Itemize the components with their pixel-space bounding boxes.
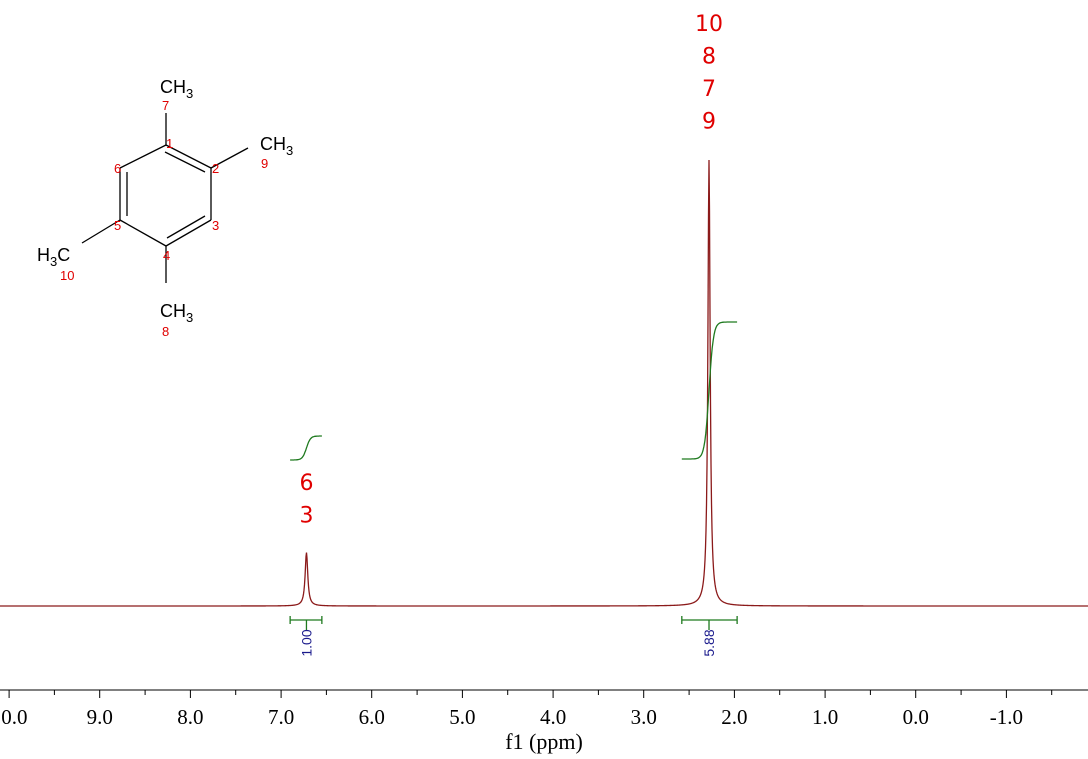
integral-curve [681, 321, 738, 460]
peak-assignment-label: 6 [300, 471, 314, 496]
bond-c2-c9 [210, 147, 249, 169]
peak-assignment-layer: 6 3 10 8 7 9 [300, 12, 724, 529]
x-axis-tick-label: 6.0 [359, 705, 385, 729]
bond-c4-c5 [119, 219, 167, 247]
h3c-left-label: H3C [37, 245, 70, 269]
peak-assignment-label: 3 [300, 504, 314, 529]
peak-assignment-label: 7 [702, 77, 716, 102]
atom-number-5: 5 [114, 218, 121, 233]
x-axis-tick-label: 1.0 [812, 705, 838, 729]
bond-c6-c1 [119, 144, 167, 169]
atom-number-10: 10 [60, 268, 74, 283]
integral-layer: 1.00 5.88 [289, 321, 738, 657]
atom-number-4: 4 [163, 248, 170, 263]
atom-number-1: 1 [166, 136, 173, 151]
x-axis-tick-label: -1.0 [990, 705, 1023, 729]
atom-number-2: 2 [212, 161, 219, 176]
atom-number-6: 6 [114, 161, 121, 176]
x-axis-tick-label: 2.0 [721, 705, 747, 729]
integral-curve [290, 435, 322, 461]
molecule-structure: CH3 CH3 CH3 H3C 7 1 2 9 3 4 5 6 8 10 [37, 77, 293, 339]
ch3-top-label: CH3 [160, 77, 193, 101]
atom-number-3: 3 [212, 218, 219, 233]
ring-bonds [81, 113, 249, 283]
peak-assignment-label: 9 [702, 110, 716, 135]
x-axis: 10.0 9.0 8.0 7.0 6.0 5.0 4.0 3.0 2.0 1.0 0.0 -1.0 [0, 689, 1088, 729]
x-axis-tick-label: 10.0 [0, 705, 27, 729]
bond-c3-c4-double [166, 215, 206, 239]
atom-number-9: 9 [261, 156, 268, 171]
bond-c1-c2-double [164, 151, 206, 173]
peak-assignment-label: 10 [695, 12, 723, 37]
atom-number-8: 8 [162, 324, 169, 339]
ch3-right-label: CH3 [260, 134, 293, 158]
x-axis-tick-label: 3.0 [631, 705, 657, 729]
x-axis-tick-label: 7.0 [268, 705, 294, 729]
integral-value-label: 5.88 [701, 629, 717, 656]
x-axis-tick-label: 4.0 [540, 705, 566, 729]
ch3-bottom-label: CH3 [160, 301, 193, 325]
x-axis-tick-label: 9.0 [87, 705, 113, 729]
peak-assignment-label: 8 [702, 45, 716, 70]
bond-c3-c4 [165, 219, 212, 247]
bond-c1-c2 [165, 144, 212, 169]
spectrum-line [0, 160, 1088, 607]
bond-c5-c10 [81, 219, 121, 244]
x-axis-tick-label: 0.0 [903, 705, 929, 729]
integral-value-label: 1.00 [299, 629, 315, 656]
x-axis-tick-label: 5.0 [449, 705, 475, 729]
x-axis-tick-label: 8.0 [177, 705, 203, 729]
spectrum-layer [0, 160, 1088, 607]
atom-number-7: 7 [162, 98, 169, 113]
x-axis-title: f1 (ppm) [505, 729, 583, 754]
